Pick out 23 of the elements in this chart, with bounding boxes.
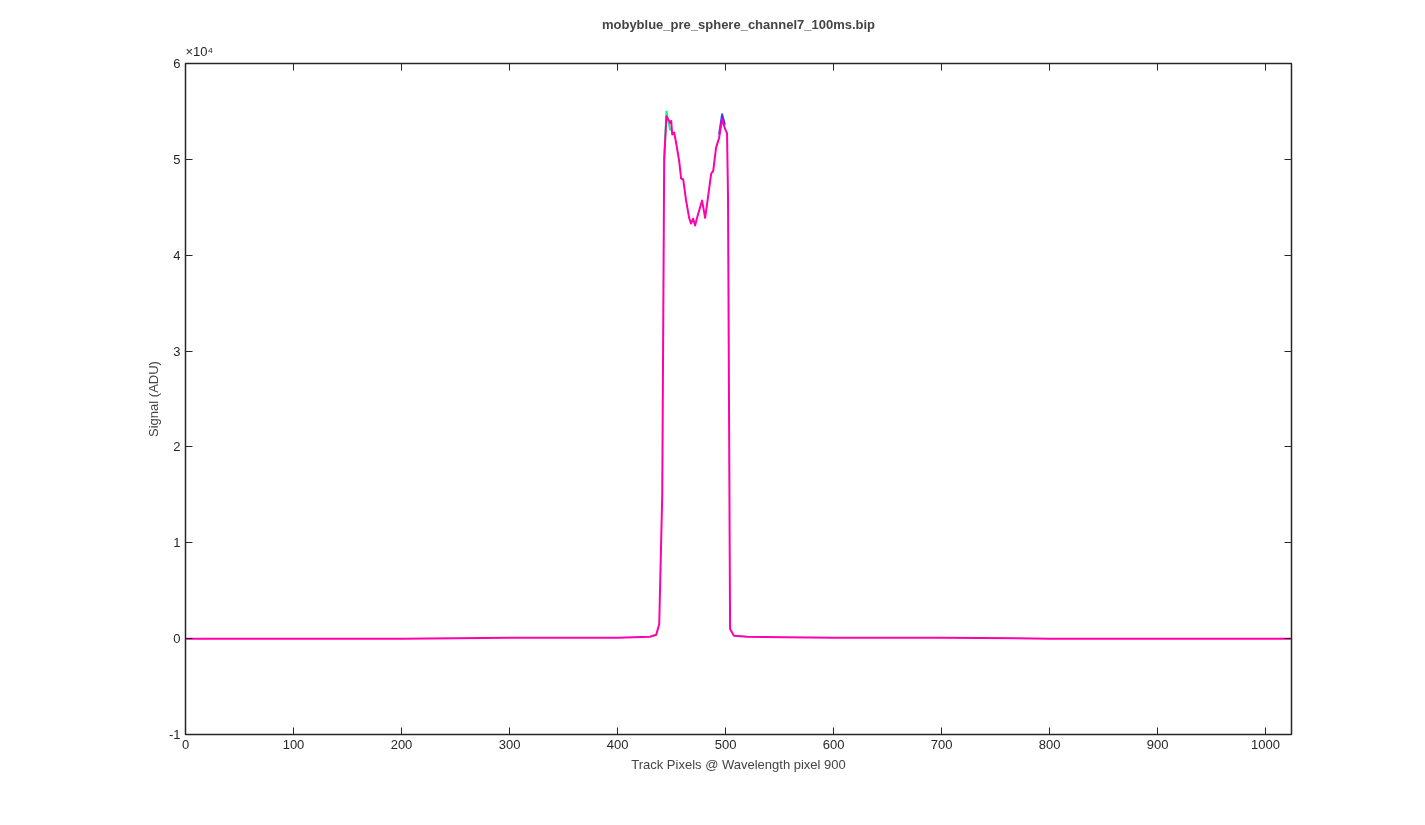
x-tick-label: 900 xyxy=(1146,736,1169,752)
x-tick-label: 600 xyxy=(822,736,845,752)
y-tick-label: 5 xyxy=(173,151,181,167)
x-tick-label: 500 xyxy=(714,736,737,752)
x-tick-label: 400 xyxy=(606,736,629,752)
x-tick-label: 100 xyxy=(282,736,305,752)
x-axis-title: Track Pixels @ Wavelength pixel 900 xyxy=(631,756,846,772)
y-tick-label: 1 xyxy=(173,535,181,551)
y-tick-label: 4 xyxy=(173,247,181,263)
y-tick-label: 2 xyxy=(173,439,181,455)
x-tick-label: 700 xyxy=(930,736,953,752)
y-tick-label: 6 xyxy=(173,56,181,71)
x-tick-label: 1000 xyxy=(1251,736,1281,752)
x-tick-label: 800 xyxy=(1038,736,1061,752)
x-tick-label: 300 xyxy=(498,736,521,752)
y-tick-label: 3 xyxy=(173,343,181,359)
chart-title: mobyblue_pre_sphere_channel7_100ms.bip xyxy=(601,16,876,32)
line-series xyxy=(185,115,1292,640)
y-tick-label: 0 xyxy=(173,631,181,647)
y-tick-label: -1 xyxy=(168,727,181,742)
text: ×10⁴ xyxy=(185,43,214,59)
x-tick-label: 200 xyxy=(390,736,413,752)
y-axis-title: Signal (ADU) xyxy=(145,361,161,437)
